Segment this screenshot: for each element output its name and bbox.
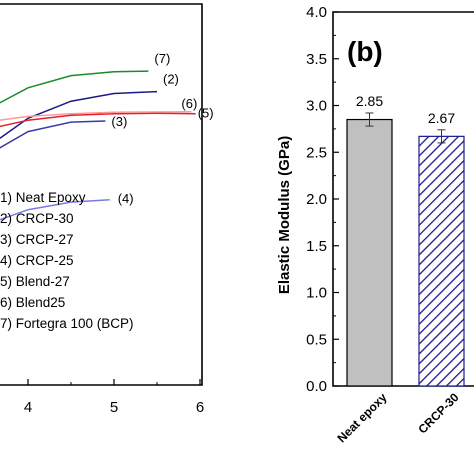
bar-value-label-2: 2.67: [428, 110, 455, 126]
y-axis-label: Elastic Modulus (GPa): [276, 136, 293, 294]
y-tick-label: 1.5: [306, 238, 327, 255]
plot-b-bars: 2.85 2.67: [346, 93, 465, 387]
series-line-3: [0, 120, 106, 149]
series-line-2: [0, 90, 158, 140]
y-tick-label: 2.5: [306, 144, 327, 161]
plot-b-x-axis: Neat epoxy CRCP-30: [334, 390, 461, 445]
y-tick-label: 3.5: [306, 51, 327, 68]
x-tick-label: 6: [196, 399, 204, 416]
legend-entry-4: 4) CRCP-25: [0, 253, 74, 268]
legend-entry-3: 3) CRCP-27: [0, 232, 74, 247]
category-label-1: Neat epoxy: [334, 390, 389, 445]
legend-entry-1: 1) Neat Epoxy: [0, 190, 86, 205]
series-label-5: (5): [198, 106, 214, 121]
y-tick-label: 4.0: [306, 4, 327, 21]
legend-entry-6: 6) Blend25: [0, 295, 65, 310]
y-tick-label: 3.0: [306, 98, 327, 115]
y-tick-label: 0.5: [306, 331, 327, 348]
plot-b-y-axis: 0.0 0.5 1.0 1.5 2.0 2.5 3.0 3.5 4.0: [306, 4, 339, 395]
x-tick-label: 5: [110, 399, 118, 416]
plot-a-curve-labels: (2) (3) (4) (5)(6) (7): [111, 51, 213, 206]
plot-a-x-axis: 4 5 6: [24, 379, 204, 416]
series-label-7: (7): [154, 51, 170, 66]
series-line-5: [0, 112, 196, 128]
plot-a-curves: [0, 70, 196, 221]
series-line-6: [0, 111, 192, 121]
panel-label: (b): [347, 36, 383, 67]
legend-entry-7: 7) Fortegra 100 (BCP): [0, 316, 134, 331]
y-tick-label: 1.0: [306, 285, 327, 302]
plot-a-frame: [0, 3, 203, 386]
line-chart-panel-a: (2) (3) (4) (5)(6) (7) 4 5 6 1) Neat Epoxy 2) C…: [0, 3, 214, 416]
bar-2: [418, 135, 465, 387]
bar-1: [346, 118, 393, 387]
series-label-2: (2): [163, 72, 179, 87]
x-tick-label: 4: [24, 399, 32, 416]
legend-entry-5: 5) Blend-27: [0, 274, 70, 289]
series-line-7: [0, 70, 149, 104]
series-label-4: (4): [118, 191, 134, 206]
category-label-2: CRCP-30: [415, 390, 461, 436]
y-tick-label: 2.0: [306, 191, 327, 208]
bar-value-label-1: 2.85: [356, 93, 383, 109]
series-label-6: (6): [181, 96, 197, 111]
legend-entry-2: 2) CRCP-30: [0, 211, 74, 226]
series-line-4: [0, 199, 110, 221]
series-label-3: (3): [111, 114, 127, 129]
y-tick-label: 0.0: [306, 378, 327, 395]
bar-chart-panel-b: Elastic Modulus (GPa) (b) 0.0 0.5 1.0 1.5 2.…: [276, 4, 474, 445]
plot-a-legend: 1) Neat Epoxy 2) CRCP-30 3) CRCP-27 4) CRCP…: [0, 190, 134, 331]
